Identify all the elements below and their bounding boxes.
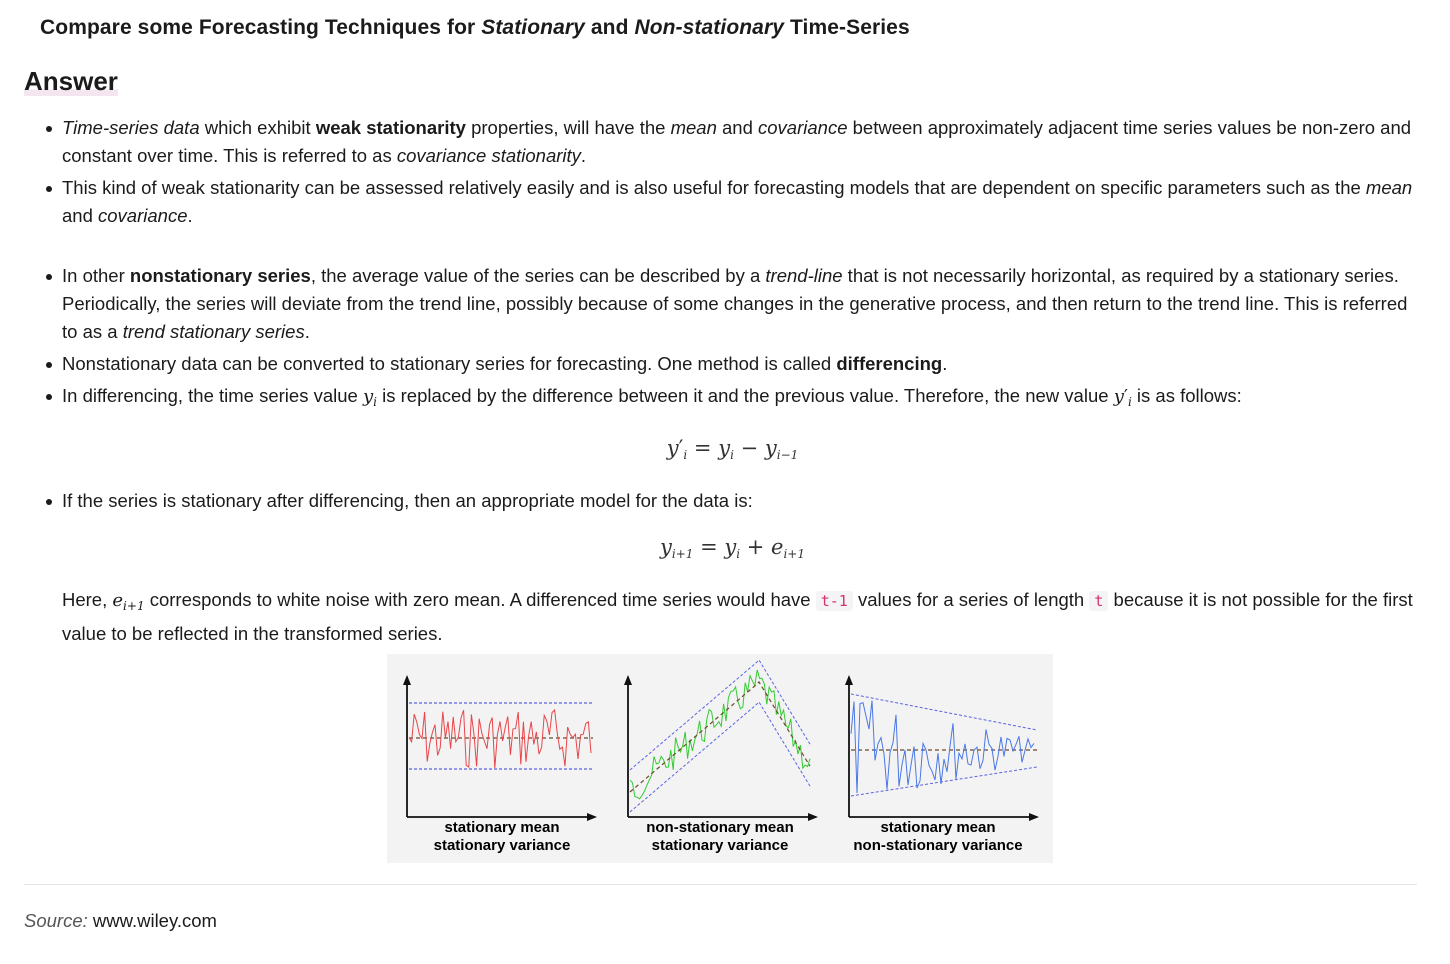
panel-caption: stationary mean	[880, 819, 995, 836]
page-title: Compare some Forecasting Techniques for …	[40, 16, 910, 40]
title-text: Compare some Forecasting Techniques for	[40, 16, 482, 39]
stationarity-diagram: stationary mean stationary variance non-…	[403, 659, 1039, 854]
equation-differencing: y′i = yi − yi−1	[666, 436, 799, 462]
list-item: In other nonstationary series, the avera…	[46, 262, 1425, 346]
lower-band	[629, 701, 811, 813]
upper-band	[629, 659, 811, 771]
panel-nonstationary-mean	[624, 659, 818, 821]
explanation-paragraph: Here, ei+1 corresponds to white noise wi…	[62, 589, 1413, 644]
bullet-list-2: In other nonstationary series, the avera…	[40, 262, 1425, 416]
title-text: Time-Series	[784, 16, 910, 39]
answer-body: Time-series data which exhibit weak stat…	[40, 114, 1425, 648]
panel-nonstationary-variance	[845, 675, 1039, 821]
panel-caption: stationary variance	[652, 837, 789, 854]
answer-heading-text: Answer	[24, 66, 118, 96]
series-line	[629, 669, 811, 800]
code-inline: t	[1089, 591, 1109, 611]
y-axis-arrow	[624, 675, 632, 685]
x-axis-arrow	[808, 813, 818, 821]
x-axis-arrow	[1029, 813, 1039, 821]
title-text: and	[584, 16, 635, 39]
list-item: If the series is stationary after differ…	[46, 487, 1425, 515]
trend-line	[629, 681, 811, 793]
math-inline: yi	[362, 386, 377, 409]
source-url: www.wiley.com	[87, 910, 217, 931]
title-emphasis: Stationary	[481, 16, 585, 39]
list-item: Nonstationary data can be converted to s…	[46, 350, 1425, 378]
series-line	[850, 700, 1035, 794]
panel-caption: stationary variance	[434, 837, 571, 854]
answer-heading: Answer	[24, 66, 118, 97]
panel-stationary	[403, 675, 597, 821]
code-inline: t-1	[815, 591, 853, 611]
math-inline: ei+1	[112, 590, 145, 613]
bullet-list-3: If the series is stationary after differ…	[40, 487, 1425, 515]
panel-caption: stationary mean	[444, 819, 559, 836]
lower-band	[850, 766, 1038, 797]
math-inline: y′i	[1113, 386, 1132, 409]
list-item: This kind of weak stationarity can be as…	[46, 174, 1425, 230]
panel-caption: non-stationary variance	[853, 837, 1022, 854]
list-item: Time-series data which exhibit weak stat…	[46, 114, 1425, 170]
x-axis-arrow	[587, 813, 597, 821]
panel-caption: non-stationary mean	[646, 819, 794, 836]
equation-model: yi+1 = yi + ei+1	[660, 535, 805, 561]
y-axis-arrow	[845, 675, 853, 685]
title-emphasis: Non-stationary	[634, 16, 785, 39]
series-line	[408, 708, 592, 769]
stationarity-figure: stationary mean stationary variance non-…	[387, 654, 1053, 863]
divider	[24, 884, 1417, 885]
upper-band	[850, 693, 1038, 731]
bullet-list-1: Time-series data which exhibit weak stat…	[40, 114, 1425, 230]
source-line: Source: www.wiley.com	[24, 910, 217, 932]
y-axis-arrow	[403, 675, 411, 685]
list-item: In differencing, the time series value y…	[46, 382, 1425, 416]
source-label: Source:	[24, 910, 88, 931]
